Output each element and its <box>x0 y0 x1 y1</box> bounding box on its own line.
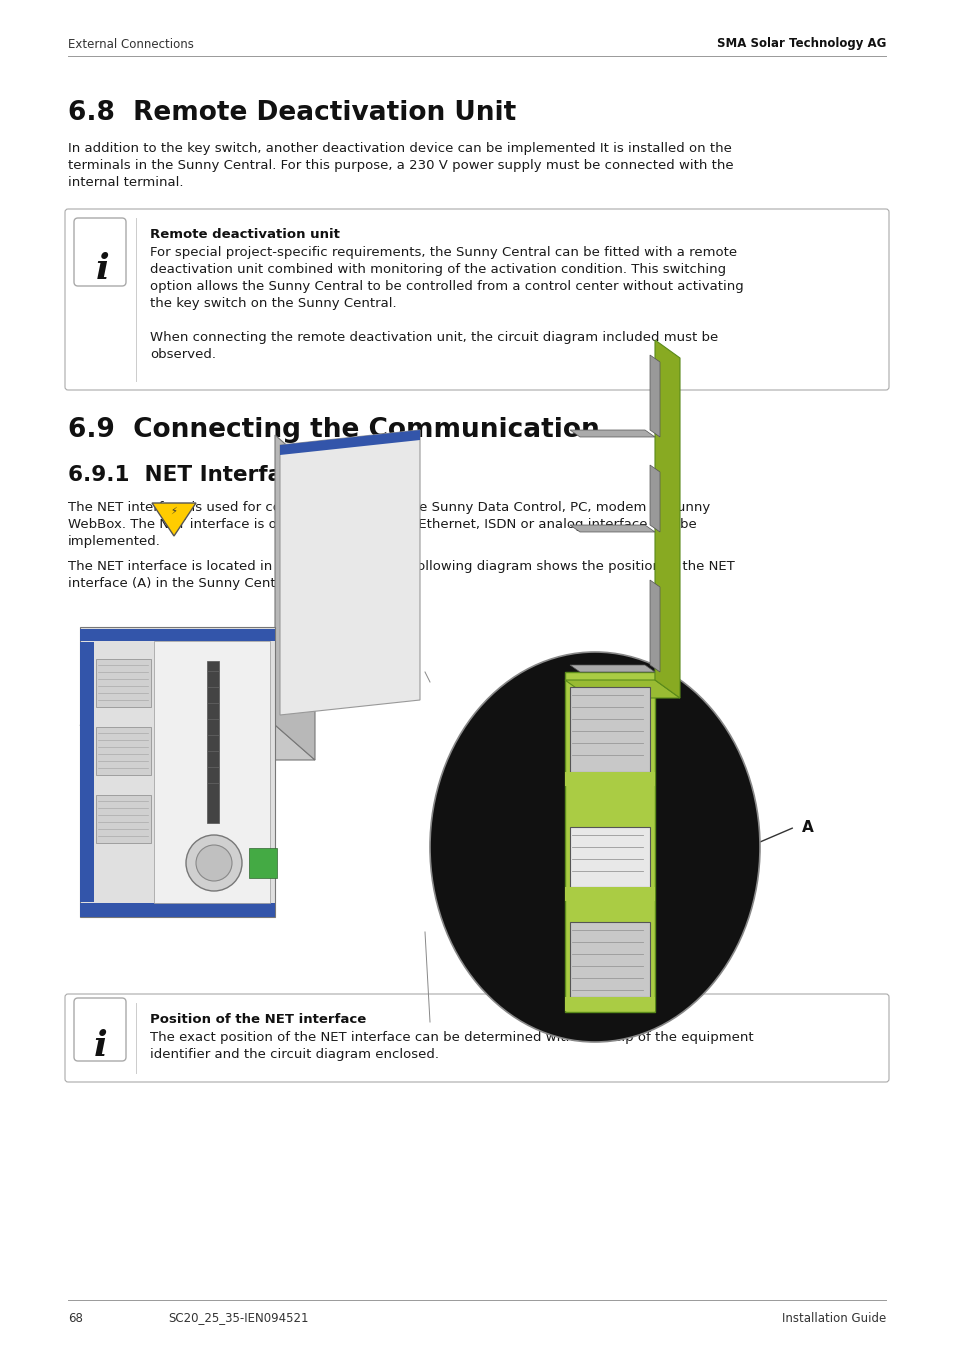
Text: 6.9.1  NET Interface: 6.9.1 NET Interface <box>68 465 309 485</box>
Text: WebBox. The NET interface is option-dependent. An Ethernet, ISDN or analog inter: WebBox. The NET interface is option-depe… <box>68 518 696 531</box>
Circle shape <box>195 845 232 882</box>
Text: In addition to the key switch, another deactivation device can be implemented It: In addition to the key switch, another d… <box>68 142 731 155</box>
FancyBboxPatch shape <box>74 218 126 287</box>
Text: The NET interface is used for communication with the Sunny Data Control, PC, mod: The NET interface is used for communicat… <box>68 502 709 514</box>
Text: Position of the NET interface: Position of the NET interface <box>150 1013 366 1026</box>
Text: deactivation unit combined with monitoring of the activation condition. This swi: deactivation unit combined with monitori… <box>150 264 725 276</box>
FancyBboxPatch shape <box>65 994 888 1082</box>
Text: interface (A) in the Sunny Central 250.: interface (A) in the Sunny Central 250. <box>68 577 327 589</box>
Polygon shape <box>569 665 655 672</box>
Text: 6.9  Connecting the Communication: 6.9 Connecting the Communication <box>68 416 599 443</box>
Bar <box>80 629 274 641</box>
Polygon shape <box>569 430 655 437</box>
Polygon shape <box>649 465 659 531</box>
Text: SC20_25_35-IEN094521: SC20_25_35-IEN094521 <box>168 1311 308 1325</box>
Circle shape <box>186 836 242 891</box>
Text: identifier and the circuit diagram enclosed.: identifier and the circuit diagram enclo… <box>150 1048 438 1061</box>
Text: observed.: observed. <box>150 347 215 361</box>
Text: A: A <box>801 819 813 834</box>
Polygon shape <box>649 356 659 437</box>
Bar <box>96 795 151 844</box>
Text: internal terminal.: internal terminal. <box>68 176 183 189</box>
Bar <box>249 848 276 877</box>
Bar <box>569 922 649 996</box>
Polygon shape <box>274 435 314 760</box>
Polygon shape <box>655 339 679 698</box>
Polygon shape <box>152 503 195 535</box>
Bar <box>153 641 270 903</box>
Text: When connecting the remote deactivation unit, the circuit diagram included must : When connecting the remote deactivation … <box>150 331 718 343</box>
Bar <box>80 627 274 917</box>
FancyBboxPatch shape <box>74 998 126 1061</box>
Bar <box>564 996 655 1011</box>
Text: the key switch on the Sunny Central.: the key switch on the Sunny Central. <box>150 297 396 310</box>
Text: 68: 68 <box>68 1311 83 1325</box>
Text: 6.8  Remote Deactivation Unit: 6.8 Remote Deactivation Unit <box>68 100 516 126</box>
Ellipse shape <box>430 652 760 1042</box>
Bar <box>80 642 94 902</box>
Bar <box>564 887 655 900</box>
Bar <box>569 687 649 772</box>
Text: implemented.: implemented. <box>68 535 161 548</box>
Bar <box>564 772 655 786</box>
Polygon shape <box>280 430 419 456</box>
Bar <box>569 827 649 887</box>
Polygon shape <box>649 580 659 672</box>
Text: terminals in the Sunny Central. For this purpose, a 230 V power supply must be c: terminals in the Sunny Central. For this… <box>68 160 733 172</box>
Text: The NET interface is located in the AC cabinet. The following diagram shows the : The NET interface is located in the AC c… <box>68 560 734 573</box>
Text: i: i <box>96 251 110 287</box>
Bar <box>564 672 655 1013</box>
Text: The exact position of the NET interface can be determined with the help of the e: The exact position of the NET interface … <box>150 1032 753 1044</box>
Polygon shape <box>280 430 419 715</box>
FancyBboxPatch shape <box>65 210 888 389</box>
Bar <box>96 658 151 707</box>
Bar <box>96 727 151 775</box>
Polygon shape <box>564 680 679 698</box>
Text: For special project-specific requirements, the Sunny Central can be fitted with : For special project-specific requirement… <box>150 246 737 260</box>
Polygon shape <box>80 725 314 760</box>
Bar <box>80 903 274 917</box>
Polygon shape <box>569 525 655 531</box>
Text: ⚡: ⚡ <box>171 506 177 516</box>
Text: option allows the Sunny Central to be controlled from a control center without a: option allows the Sunny Central to be co… <box>150 280 743 293</box>
Text: SMA Solar Technology AG: SMA Solar Technology AG <box>716 38 885 50</box>
Text: i: i <box>94 1029 108 1063</box>
Text: Installation Guide: Installation Guide <box>781 1311 885 1325</box>
Text: Remote deactivation unit: Remote deactivation unit <box>150 228 339 241</box>
Text: External Connections: External Connections <box>68 38 193 50</box>
Bar <box>207 661 219 823</box>
